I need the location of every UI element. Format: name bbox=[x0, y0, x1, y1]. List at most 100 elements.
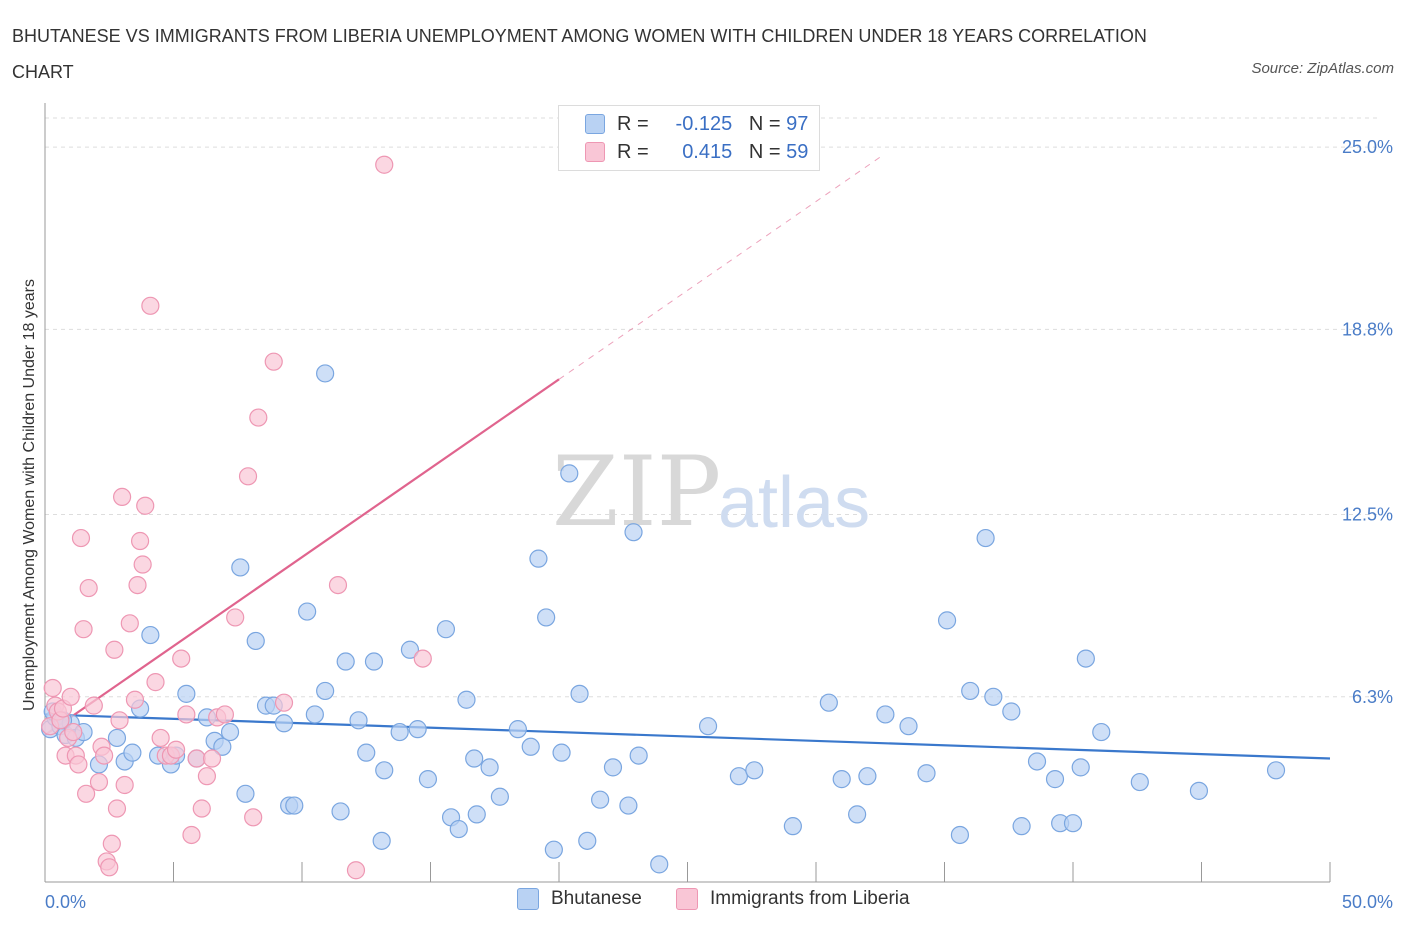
data-point bbox=[917, 764, 936, 783]
data-point bbox=[413, 649, 432, 668]
data-point bbox=[961, 681, 980, 701]
data-point bbox=[274, 693, 294, 712]
data-point bbox=[166, 740, 186, 759]
data-point bbox=[244, 808, 263, 827]
trend-lines bbox=[44, 156, 1331, 760]
data-point bbox=[603, 758, 623, 777]
legend-swatch-blue bbox=[517, 888, 539, 910]
data-point bbox=[231, 558, 250, 577]
x-tick-label: 0.0% bbox=[45, 892, 86, 912]
data-point bbox=[480, 758, 499, 777]
data-point bbox=[858, 767, 877, 786]
legend-label: Immigrants from Liberia bbox=[710, 888, 910, 909]
data-point bbox=[375, 761, 394, 780]
data-point bbox=[130, 531, 150, 551]
data-point bbox=[226, 608, 245, 627]
series-liberia bbox=[41, 155, 432, 880]
data-point bbox=[449, 819, 468, 839]
data-point bbox=[490, 787, 509, 806]
legend-item-bhutanese: Bhutanese bbox=[517, 888, 642, 910]
chart-title: BHUTANESE VS IMMIGRANTS FROM LIBERIA UNE… bbox=[12, 26, 1147, 82]
data-point bbox=[436, 620, 456, 639]
legend-item-liberia: Immigrants from Liberia bbox=[676, 888, 910, 910]
data-point bbox=[177, 684, 196, 703]
data-point bbox=[331, 802, 350, 821]
data-point bbox=[457, 690, 476, 709]
data-point bbox=[264, 352, 283, 371]
data-point bbox=[84, 696, 103, 715]
data-point bbox=[819, 693, 838, 712]
data-point bbox=[570, 684, 589, 703]
data-point bbox=[213, 737, 232, 756]
legend-n-label: N = bbox=[748, 112, 781, 135]
data-point bbox=[578, 831, 597, 850]
data-point bbox=[249, 408, 268, 427]
data-point bbox=[79, 578, 98, 598]
data-point bbox=[899, 717, 918, 736]
data-point bbox=[141, 625, 160, 645]
data-point bbox=[783, 817, 802, 836]
data-point bbox=[375, 155, 394, 174]
data-point bbox=[619, 796, 638, 815]
data-point bbox=[832, 770, 851, 789]
data-point bbox=[316, 681, 335, 701]
trend-line bbox=[44, 378, 560, 736]
trend-line-extension bbox=[558, 156, 881, 380]
data-point bbox=[102, 834, 121, 853]
data-point bbox=[1063, 814, 1083, 833]
data-point bbox=[950, 825, 970, 845]
legend-swatch-pink bbox=[585, 142, 605, 162]
data-point bbox=[69, 755, 88, 774]
stats-legend: R = -0.125 N = 97 R = 0.415 N = 59 bbox=[558, 105, 820, 171]
legend-r-value: 0.415 bbox=[682, 140, 733, 163]
data-point bbox=[89, 772, 109, 792]
data-point bbox=[1130, 772, 1149, 792]
data-point bbox=[521, 737, 540, 756]
data-point bbox=[508, 720, 527, 739]
data-point bbox=[1012, 817, 1031, 836]
data-point bbox=[274, 714, 294, 733]
legend-r-label: R = bbox=[617, 140, 649, 163]
data-point bbox=[408, 720, 427, 739]
data-point bbox=[112, 487, 132, 507]
data-point bbox=[202, 749, 222, 768]
legend-label: Bhutanese bbox=[551, 888, 642, 909]
data-point bbox=[552, 743, 571, 762]
data-points bbox=[41, 155, 1286, 880]
data-point bbox=[120, 614, 139, 633]
data-point bbox=[976, 528, 995, 548]
data-point bbox=[1266, 761, 1286, 780]
series-legend: Bhutanese Immigrants from Liberia bbox=[0, 888, 1406, 916]
data-point bbox=[215, 705, 234, 724]
y-tick-label: 18.8% bbox=[1342, 319, 1393, 339]
data-point bbox=[182, 825, 201, 845]
legend-r-value: -0.125 bbox=[675, 112, 733, 135]
data-point bbox=[146, 673, 165, 692]
data-point bbox=[197, 767, 217, 786]
data-point bbox=[105, 640, 124, 659]
data-point bbox=[285, 796, 304, 815]
data-point bbox=[591, 790, 610, 809]
data-point bbox=[298, 602, 317, 621]
data-point bbox=[984, 687, 1003, 706]
grid-lines bbox=[45, 117, 1380, 698]
data-point bbox=[745, 761, 764, 780]
data-point bbox=[629, 746, 648, 765]
data-point bbox=[876, 705, 895, 724]
data-point bbox=[465, 749, 484, 768]
data-point bbox=[136, 496, 155, 515]
data-point bbox=[74, 620, 93, 639]
legend-n-value: 97 bbox=[786, 112, 809, 135]
data-point bbox=[544, 840, 563, 859]
data-point bbox=[151, 728, 170, 748]
data-point bbox=[123, 743, 142, 762]
data-point bbox=[71, 528, 91, 548]
data-point bbox=[937, 611, 957, 630]
legend-swatch-pink bbox=[676, 888, 698, 910]
data-point bbox=[115, 775, 134, 795]
data-point bbox=[220, 722, 240, 742]
trend-line bbox=[44, 713, 1331, 760]
data-point bbox=[64, 722, 83, 742]
y-tick-label: 12.5% bbox=[1342, 505, 1393, 525]
